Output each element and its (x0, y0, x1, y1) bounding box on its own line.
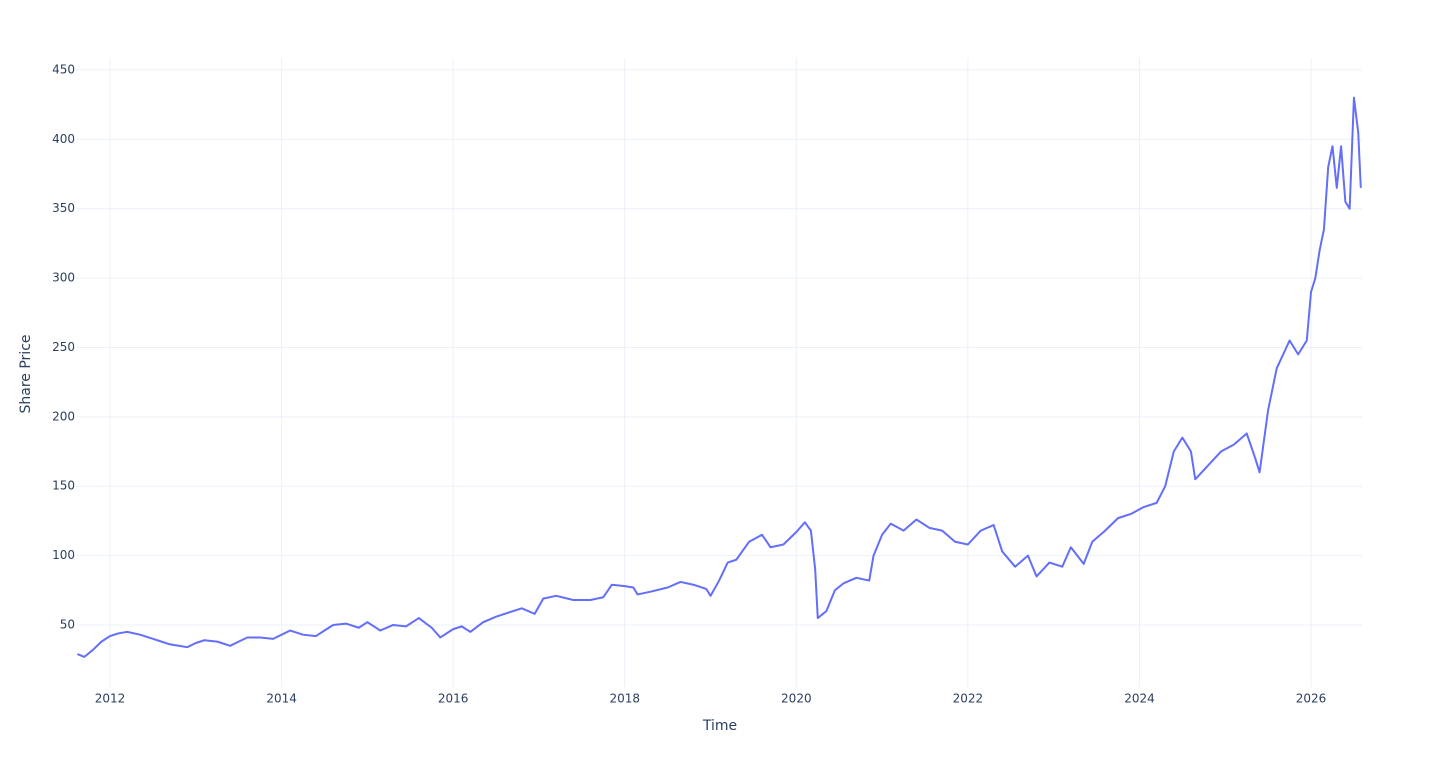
x-tick-label: 2018 (609, 692, 640, 706)
y-tick-label: 100 (52, 548, 75, 562)
x-tick-label: 2022 (953, 692, 984, 706)
y-tick-label: 300 (52, 271, 75, 285)
x-axis-title: Time (702, 718, 737, 734)
x-tick-label: 2014 (266, 692, 297, 706)
y-tick-label: 150 (52, 479, 75, 493)
price-line (77, 96, 1362, 658)
y-tick-label: 200 (52, 409, 75, 423)
x-tick-label: 2016 (438, 692, 469, 706)
y-tick-label: 400 (52, 132, 75, 146)
x-tick-label: 2026 (1296, 692, 1327, 706)
x-tick-label: 2020 (781, 692, 812, 706)
y-tick-label: 450 (52, 62, 75, 76)
y-tick-label: 50 (60, 617, 75, 631)
y-tick-label: 250 (52, 340, 75, 354)
y-tick-label: 350 (52, 201, 75, 215)
x-tick-label: 2024 (1124, 692, 1155, 706)
y-axis-title: Share Price (18, 334, 34, 413)
x-tick-label: 2012 (95, 692, 126, 706)
